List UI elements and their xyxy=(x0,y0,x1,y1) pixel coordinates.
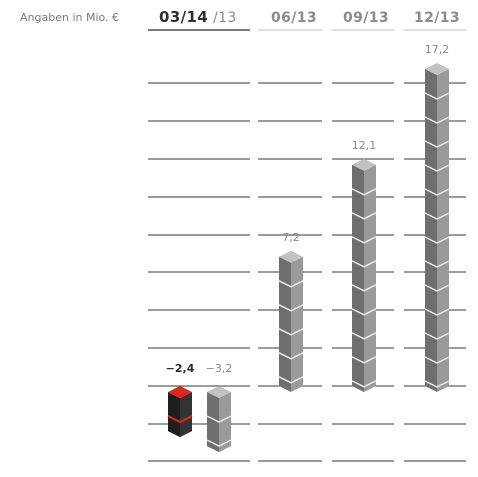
bar-left-face xyxy=(279,256,291,392)
bar-right-face xyxy=(291,256,303,392)
block-separator xyxy=(424,188,450,196)
value-label-03-13-prev: −3,2 xyxy=(206,362,233,375)
bar-top-face xyxy=(279,250,303,263)
block-separator xyxy=(278,352,304,360)
bar-left-face xyxy=(168,392,180,438)
block-separator xyxy=(424,380,450,388)
block-separator xyxy=(206,415,232,423)
header-col-12-13: 12/13 xyxy=(414,10,460,26)
value-label-12-13: 17,2 xyxy=(425,43,450,56)
value-label-03-14: −2,4 xyxy=(166,362,195,375)
bar-left-face xyxy=(207,392,219,453)
bar-top-face xyxy=(207,386,231,398)
block-separator xyxy=(424,284,450,292)
bar-right-face xyxy=(364,164,376,392)
block-separator xyxy=(424,92,450,100)
bar-top-face xyxy=(168,386,192,398)
block-separator xyxy=(167,415,193,424)
block-separator xyxy=(278,280,304,288)
chart-header: Angaben in Mio. € 03/14 /13 06/13 09/13 … xyxy=(20,8,466,31)
block-separator xyxy=(206,439,232,447)
header-col-06-13: 06/13 xyxy=(271,10,317,26)
bar-right-face xyxy=(180,392,192,438)
bar-12-13 xyxy=(424,63,450,392)
block-separator xyxy=(278,304,304,312)
bar-top-face xyxy=(425,63,449,75)
bar-03-14 xyxy=(167,386,193,438)
block-separator xyxy=(424,164,450,172)
block-separator xyxy=(351,188,377,196)
block-separator xyxy=(351,212,377,220)
block-separator xyxy=(278,328,304,336)
block-separator xyxy=(424,356,450,364)
unit-note: Angaben in Mio. € xyxy=(20,11,119,24)
block-separator xyxy=(424,332,450,340)
block-separator xyxy=(351,356,377,364)
bar-06-13 xyxy=(278,250,304,392)
value-label-09-13: 12,1 xyxy=(352,139,377,152)
block-separator xyxy=(424,236,450,244)
block-separator xyxy=(424,260,450,268)
bar-09-13 xyxy=(351,158,377,392)
block-separator xyxy=(351,260,377,268)
block-separator xyxy=(351,236,377,244)
value-label-06-13: 7,2 xyxy=(282,231,300,244)
block-separator xyxy=(351,284,377,292)
block-separator xyxy=(278,376,304,384)
bar-03-13-prev xyxy=(206,386,232,453)
value-labels: −2,4 −3,2 7,2 12,1 17,2 xyxy=(166,43,450,375)
header-col-09-13: 09/13 xyxy=(343,10,389,26)
block-separator xyxy=(351,332,377,340)
bars xyxy=(167,63,450,453)
header-current-period: 03/14 xyxy=(159,8,208,26)
block-separator xyxy=(424,116,450,124)
block-separator xyxy=(424,212,450,220)
header-compare-period: /13 xyxy=(213,10,237,26)
bar-left-face xyxy=(352,164,364,392)
gridlines xyxy=(148,82,466,462)
bar-top-face xyxy=(352,158,376,171)
bar-right-face xyxy=(219,392,231,453)
block-separator xyxy=(351,380,377,388)
block-separator xyxy=(351,308,377,316)
block-separator xyxy=(424,140,450,148)
block-separator xyxy=(424,308,450,316)
